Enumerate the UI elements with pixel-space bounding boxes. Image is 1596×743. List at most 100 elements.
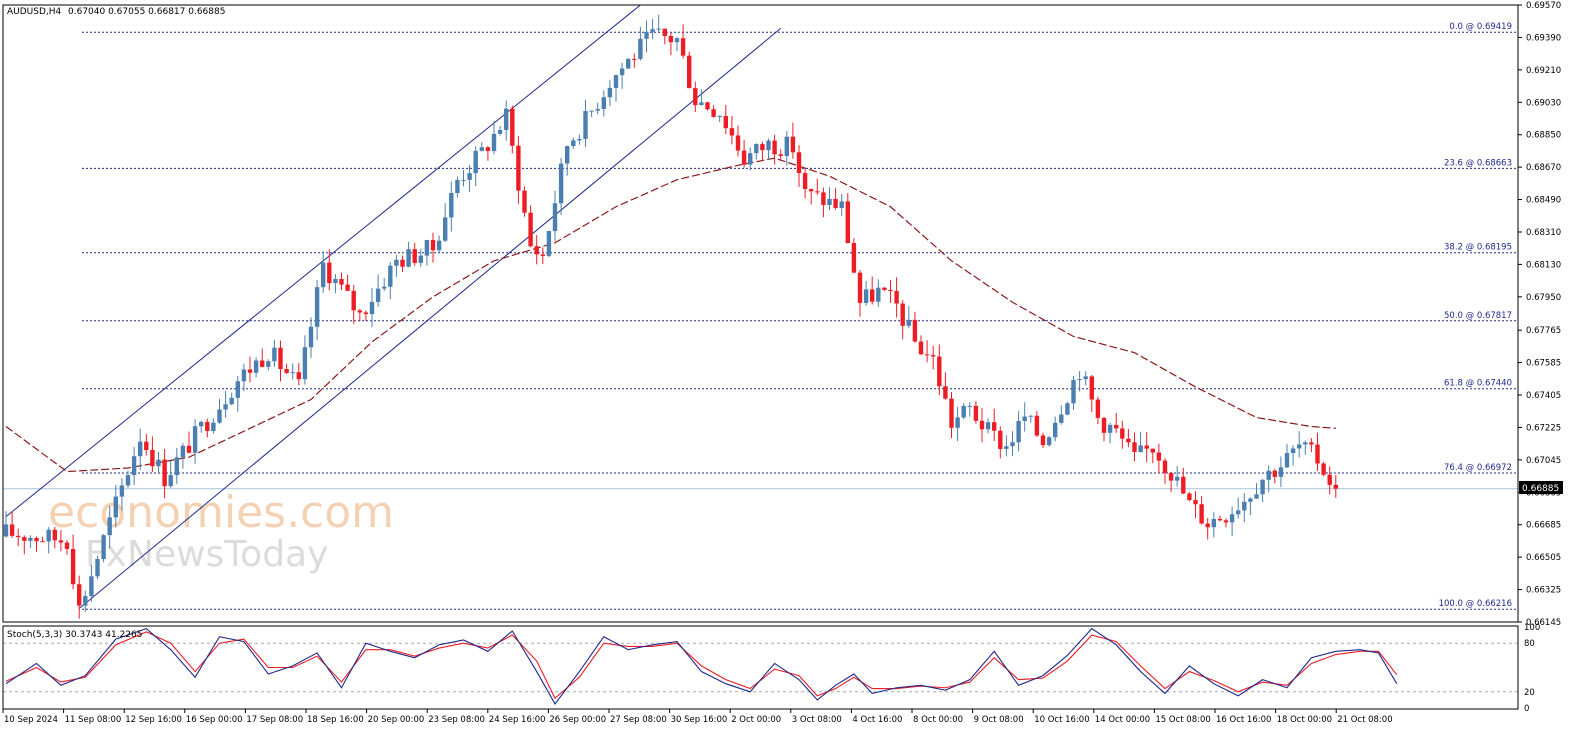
candle-3 xyxy=(22,535,27,555)
candle-23 xyxy=(144,433,149,456)
candle-135 xyxy=(827,187,832,211)
candle-body-67 xyxy=(412,249,417,263)
candle-body-119 xyxy=(729,128,735,136)
candle-body-65 xyxy=(400,259,405,267)
candle-27 xyxy=(168,461,173,488)
fib-label-5: 76.4 @ 0.66972 xyxy=(1444,463,1512,473)
candle-53 xyxy=(327,249,332,291)
candle-body-146 xyxy=(894,291,899,304)
candle-208 xyxy=(1272,468,1277,484)
candle-body-3 xyxy=(22,537,27,541)
candle-body-191 xyxy=(1168,472,1174,481)
price-tick-label-16: 0.66685 xyxy=(1526,521,1561,531)
candle-94 xyxy=(577,134,582,145)
fib-label-6: 100.0 @ 0.66216 xyxy=(1439,599,1512,609)
time-label-10: 27 Sep 08:00 xyxy=(610,715,667,725)
candle-body-22 xyxy=(138,441,143,457)
candle-7 xyxy=(46,527,51,554)
candle-16 xyxy=(101,533,106,563)
candle-116 xyxy=(711,105,716,118)
price-tick-label-10: 0.67765 xyxy=(1526,326,1561,336)
candle-body-143 xyxy=(876,287,881,302)
candle-19 xyxy=(119,478,125,511)
candle-205 xyxy=(1254,483,1259,499)
time-label-8: 24 Sep 16:00 xyxy=(489,715,546,725)
candle-body-105 xyxy=(644,31,649,39)
fib-label-4: 61.8 @ 0.67440 xyxy=(1444,379,1512,389)
candle-body-216 xyxy=(1321,463,1326,475)
candle-body-129 xyxy=(790,136,796,153)
candle-59 xyxy=(363,310,369,321)
candle-174 xyxy=(1065,401,1070,416)
candle-181 xyxy=(1107,422,1113,444)
candle-56 xyxy=(345,274,350,291)
candle-body-139 xyxy=(851,243,857,273)
time-label-0: 10 Sep 2024 xyxy=(4,715,58,725)
candle-202 xyxy=(1236,497,1241,519)
candle-body-159 xyxy=(973,405,979,421)
candle-body-156 xyxy=(955,417,960,428)
candle-197 xyxy=(1205,518,1210,540)
candle-184 xyxy=(1126,428,1131,448)
candle-148 xyxy=(906,305,911,329)
candle-147 xyxy=(900,300,905,340)
candle-body-71 xyxy=(436,240,442,251)
candle-body-59 xyxy=(363,312,369,315)
candle-35 xyxy=(217,398,222,424)
candle-body-9 xyxy=(58,540,64,543)
candle-body-34 xyxy=(211,422,216,432)
candle-34 xyxy=(211,418,216,434)
candle-body-208 xyxy=(1272,470,1277,477)
candle-body-155 xyxy=(949,398,954,428)
candle-160 xyxy=(979,408,985,443)
candle-body-116 xyxy=(711,109,716,117)
candle-body-113 xyxy=(693,88,698,106)
candle-body-186 xyxy=(1138,445,1143,452)
stoch-axis-label-80: 80 xyxy=(1524,639,1535,649)
main-panel-frame xyxy=(2,4,1519,623)
candle-121 xyxy=(741,140,747,168)
candle-body-117 xyxy=(717,116,722,118)
candle-body-74 xyxy=(455,180,460,193)
candle-body-53 xyxy=(327,262,332,284)
candle-body-196 xyxy=(1199,504,1204,524)
candle-78 xyxy=(479,142,484,152)
candle-body-78 xyxy=(479,147,484,151)
candle-body-128 xyxy=(784,136,789,156)
candle-136 xyxy=(833,188,838,210)
candle-180 xyxy=(1101,416,1107,442)
candle-111 xyxy=(680,24,686,59)
candle-152 xyxy=(931,345,936,370)
candle-body-192 xyxy=(1175,476,1180,481)
candle-body-213 xyxy=(1303,442,1308,445)
stoch-label: Stoch(5,3,3) 30.3743 41.2265 xyxy=(7,630,142,640)
candle-112 xyxy=(687,51,692,89)
candle-body-202 xyxy=(1236,510,1241,515)
candle-170 xyxy=(1040,432,1046,448)
candle-body-102 xyxy=(626,58,631,69)
candle-body-138 xyxy=(845,201,850,244)
candle-212 xyxy=(1297,431,1302,458)
candle-body-111 xyxy=(680,38,686,56)
candle-156 xyxy=(955,407,960,442)
candle-153 xyxy=(937,344,942,396)
candle-213 xyxy=(1303,440,1308,455)
candle-92 xyxy=(565,145,570,176)
candle-70 xyxy=(430,232,436,263)
stoch-axis-label-20: 20 xyxy=(1524,688,1535,698)
candle-182 xyxy=(1114,413,1119,433)
candle-body-215 xyxy=(1315,444,1320,464)
candle-194 xyxy=(1187,491,1192,502)
candle-85 xyxy=(522,186,527,217)
time-label-21: 18 Oct 00:00 xyxy=(1277,715,1332,725)
candle-body-60 xyxy=(369,301,375,315)
candle-81 xyxy=(497,126,503,136)
price-tick-label-7: 0.68310 xyxy=(1526,228,1561,238)
candle-body-214 xyxy=(1309,442,1314,445)
candle-body-42 xyxy=(260,360,265,367)
candle-body-23 xyxy=(144,441,149,451)
candle-200 xyxy=(1223,518,1229,528)
candle-179 xyxy=(1095,396,1101,425)
candle-151 xyxy=(924,340,930,363)
candle-body-115 xyxy=(705,102,710,110)
